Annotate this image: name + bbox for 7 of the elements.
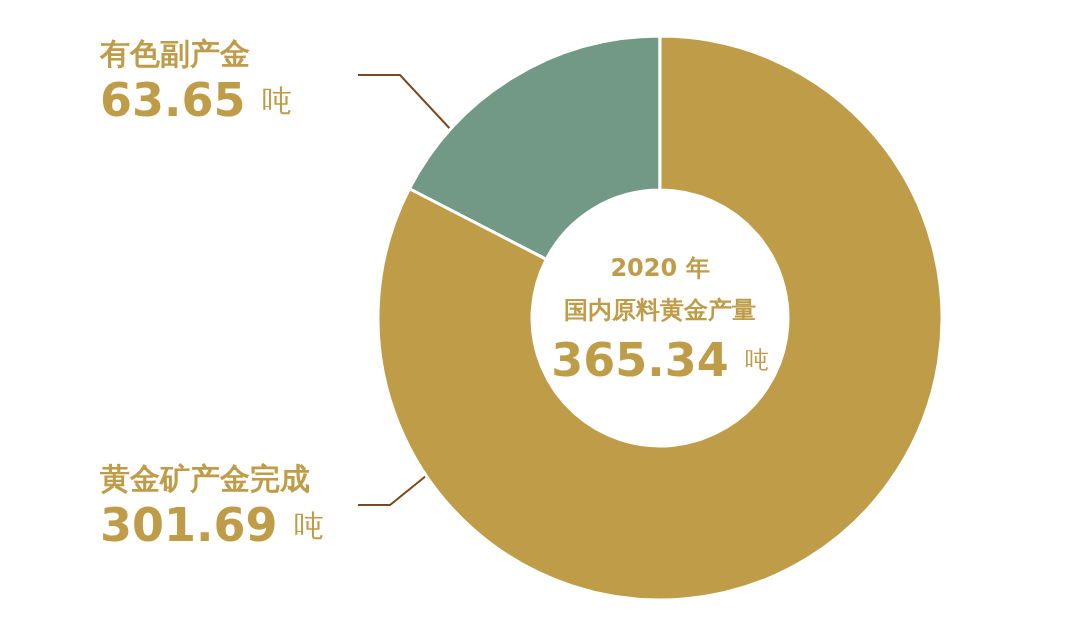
data-label: 301.69 吨 <box>100 498 324 552</box>
slice-label: 黄金矿产金完成 <box>100 460 310 496</box>
data-label: 63.65 吨 <box>100 73 292 127</box>
text: 2020 年 <box>610 254 710 282</box>
slice-label: 有色副产金 <box>99 35 250 71</box>
text: 国内原料黄金产量 <box>564 296 756 324</box>
text: 365.34 吨 <box>551 333 769 387</box>
